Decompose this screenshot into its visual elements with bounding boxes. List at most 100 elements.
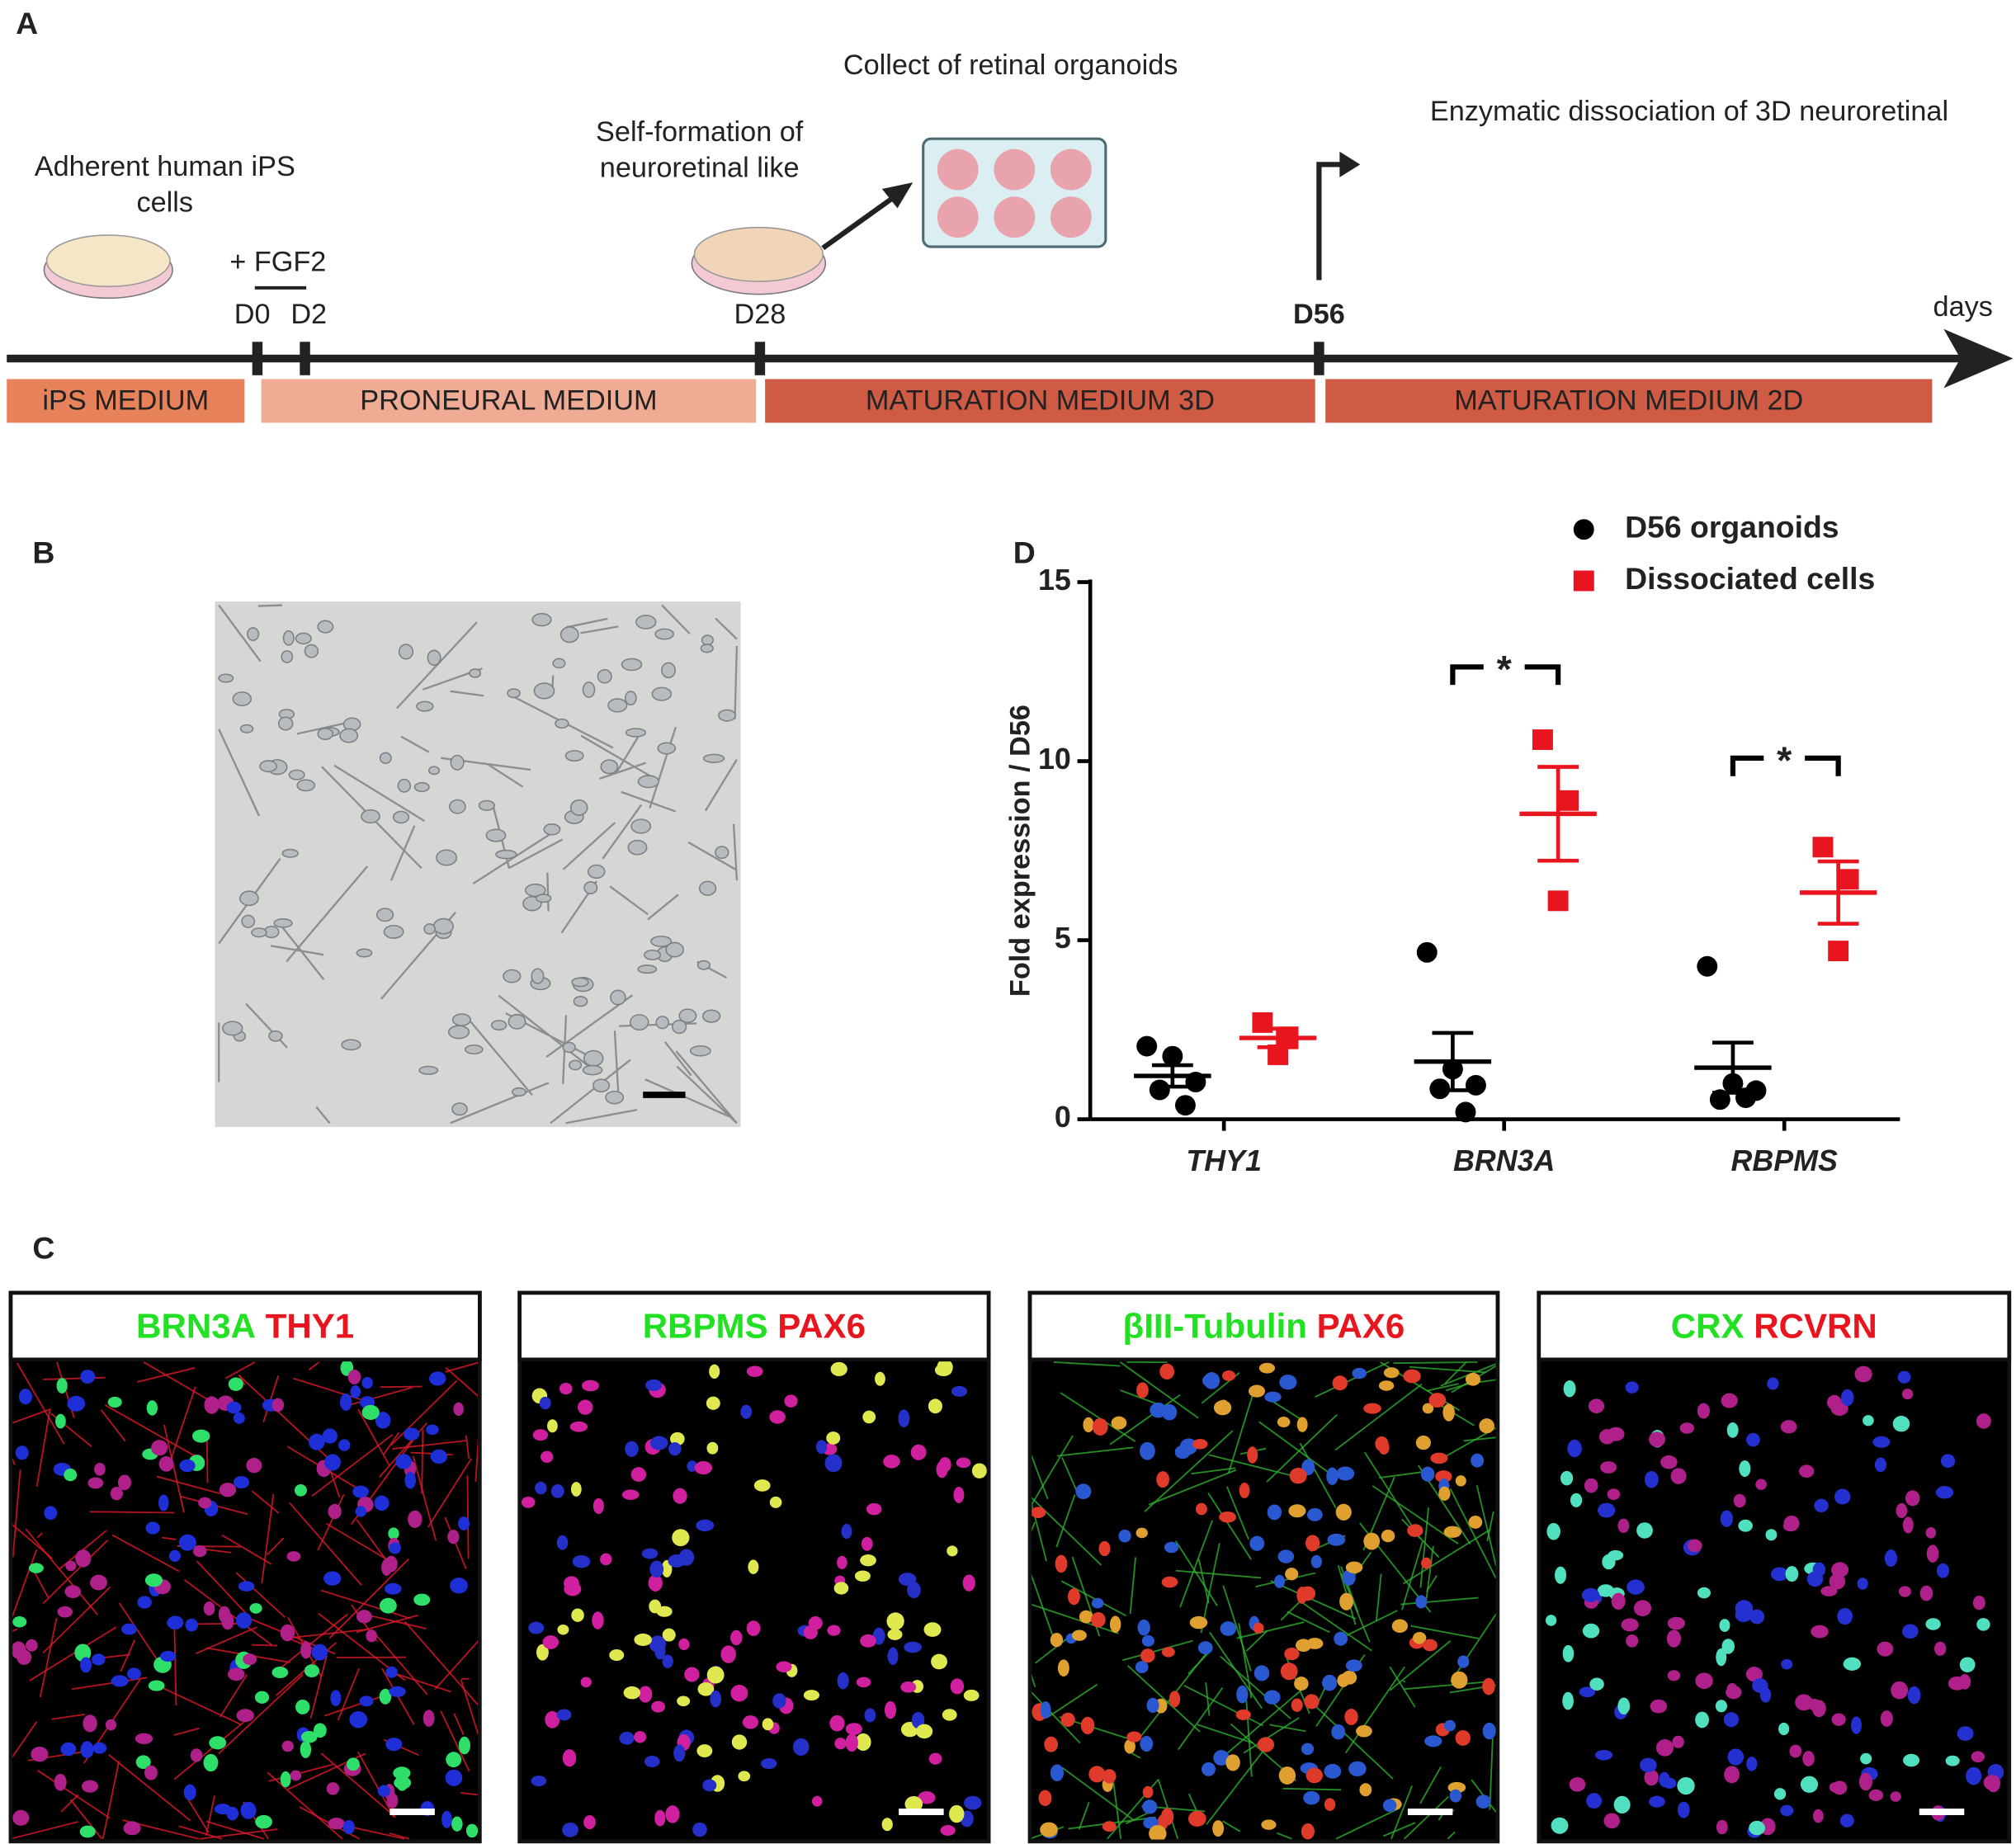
nucleus bbox=[451, 1816, 463, 1832]
medium-bar bbox=[7, 379, 245, 423]
nucleus bbox=[559, 1383, 573, 1395]
neurite bbox=[25, 1528, 98, 1615]
nucleus bbox=[179, 1459, 196, 1473]
significance-bracket bbox=[1805, 755, 1841, 776]
nucleus bbox=[1301, 1743, 1315, 1755]
nucleus bbox=[28, 1563, 44, 1573]
cell-network bbox=[218, 604, 739, 1125]
nucleus bbox=[824, 1454, 843, 1473]
nucleus bbox=[1781, 1658, 1793, 1670]
neurite bbox=[380, 1385, 423, 1389]
cell bbox=[587, 864, 606, 880]
neurite bbox=[1489, 1738, 1494, 1810]
cell bbox=[232, 691, 253, 707]
nucleus bbox=[550, 1483, 564, 1498]
nucleus bbox=[328, 1818, 345, 1830]
cell bbox=[490, 1020, 508, 1030]
nucleus bbox=[361, 1376, 373, 1389]
neurite bbox=[1078, 1801, 1090, 1830]
data-point bbox=[1174, 1095, 1196, 1116]
nucleus bbox=[545, 1710, 560, 1728]
nucleus bbox=[218, 1606, 231, 1623]
y-tick-label: 0 bbox=[1055, 1101, 1071, 1134]
medium-bar bbox=[261, 379, 757, 423]
panel-label: A bbox=[16, 6, 38, 40]
neurite bbox=[546, 872, 550, 912]
neurite bbox=[42, 1539, 109, 1605]
neurite bbox=[328, 1558, 409, 1639]
neurite bbox=[1122, 1639, 1193, 1662]
neurite bbox=[1375, 1573, 1382, 1621]
nucleus bbox=[1303, 1790, 1320, 1805]
neurite bbox=[320, 1589, 411, 1620]
neurite bbox=[580, 734, 654, 779]
nucleus bbox=[1337, 1673, 1350, 1687]
nucleus bbox=[1588, 1398, 1605, 1414]
nucleus bbox=[1649, 1431, 1666, 1447]
nucleus bbox=[1135, 1661, 1149, 1674]
axis-label: days bbox=[1933, 291, 1993, 323]
neurite bbox=[715, 617, 738, 640]
nucleus bbox=[423, 1710, 435, 1727]
nucleus bbox=[963, 1689, 980, 1701]
nucleus bbox=[1455, 1730, 1471, 1746]
nucleus bbox=[388, 1527, 399, 1540]
nucleus bbox=[898, 1409, 910, 1428]
nucleus bbox=[915, 1724, 933, 1739]
micrograph-title: CRX RCVRN bbox=[1671, 1307, 1877, 1346]
nucleus bbox=[1545, 1615, 1557, 1626]
cell bbox=[625, 728, 647, 738]
nucleus bbox=[1258, 1362, 1276, 1374]
nucleus bbox=[26, 1639, 38, 1652]
nucleus bbox=[784, 1394, 798, 1408]
nucleus bbox=[861, 1536, 873, 1551]
neurite bbox=[111, 1534, 180, 1573]
nucleus bbox=[662, 1628, 676, 1642]
nucleus bbox=[1770, 1567, 1788, 1582]
panel-d: D 0 5 10 15 Fold expression / D56 THY1 BRN3A RBP… bbox=[1005, 510, 1900, 1177]
data-point bbox=[1547, 890, 1569, 912]
micrograph-content bbox=[1545, 1365, 2004, 1838]
neurite bbox=[1178, 1686, 1224, 1751]
cell bbox=[295, 632, 312, 645]
micrograph-frame bbox=[517, 1290, 991, 1844]
nucleus bbox=[404, 1472, 417, 1489]
nucleus bbox=[1420, 1466, 1435, 1482]
nucleus bbox=[389, 1542, 401, 1554]
nucleus bbox=[198, 1497, 212, 1509]
nucleus bbox=[1854, 1365, 1872, 1383]
nucleus bbox=[837, 1672, 849, 1690]
neurite bbox=[732, 823, 739, 881]
cell bbox=[428, 766, 441, 776]
neurite bbox=[1144, 1430, 1234, 1512]
nucleus bbox=[1688, 1539, 1702, 1553]
micrograph-frame bbox=[8, 1290, 482, 1844]
nucleus bbox=[1140, 1648, 1155, 1663]
nucleus bbox=[1263, 1690, 1281, 1705]
medium-label: MATURATION MEDIUM 3D bbox=[866, 385, 1215, 417]
cell bbox=[247, 627, 260, 641]
cell bbox=[281, 848, 299, 858]
neurite bbox=[235, 1572, 286, 1619]
neurite bbox=[1393, 1361, 1478, 1365]
significance-label: * bbox=[1777, 738, 1792, 781]
arrowhead bbox=[1339, 151, 1361, 177]
nucleus bbox=[203, 1753, 219, 1772]
cell bbox=[600, 759, 619, 775]
nucleus bbox=[1672, 1735, 1684, 1748]
nucleus bbox=[1877, 1641, 1894, 1657]
nucleus bbox=[1449, 1789, 1462, 1803]
nucleus bbox=[1667, 1670, 1681, 1681]
cell bbox=[508, 1013, 526, 1030]
neurite bbox=[1269, 1724, 1306, 1733]
neurite bbox=[1450, 1611, 1499, 1683]
neurite bbox=[1436, 1402, 1475, 1427]
nucleus bbox=[54, 1773, 67, 1791]
neurite bbox=[1061, 1766, 1134, 1821]
nucleus bbox=[352, 1485, 370, 1498]
neurite bbox=[309, 1655, 328, 1719]
neurite bbox=[434, 1639, 481, 1691]
stain-green: BRN3A bbox=[136, 1307, 256, 1346]
nucleus bbox=[227, 1667, 245, 1681]
nucleus bbox=[1475, 1794, 1491, 1809]
